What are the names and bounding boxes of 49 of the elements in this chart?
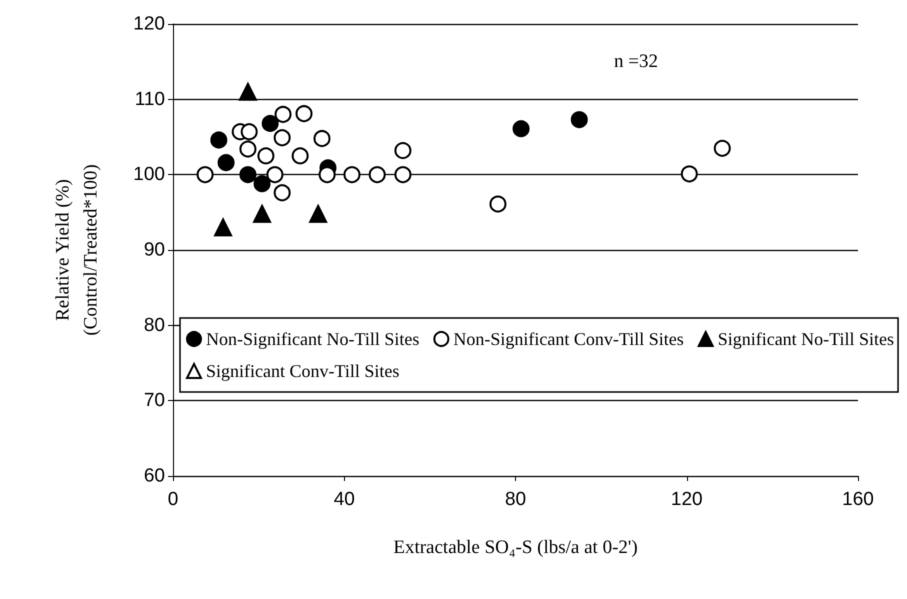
point — [239, 166, 256, 184]
point — [714, 140, 731, 157]
point — [318, 166, 336, 184]
y-tick-label: 60 — [144, 466, 165, 486]
y-tick-label: 80 — [144, 314, 165, 336]
point — [239, 140, 256, 158]
point — [489, 196, 506, 213]
point — [309, 204, 328, 223]
legend-label: Non-Significant Conv-Till Sites — [453, 329, 684, 349]
point — [196, 166, 214, 184]
legend-label: Significant Conv-Till Sites — [206, 361, 400, 381]
point — [368, 166, 386, 184]
point — [210, 132, 228, 149]
y-tick-label: 100 — [133, 164, 165, 186]
x-tick-label: 80 — [504, 489, 526, 510]
annotation: n =32 — [614, 51, 658, 72]
point — [240, 123, 258, 140]
legend-label: Non-Significant No-Till Sites — [206, 329, 420, 349]
point — [343, 166, 360, 184]
x-tick-label: 160 — [842, 489, 874, 510]
legend-label: Significant No-Till Sites — [718, 329, 894, 349]
point — [253, 204, 272, 223]
x-tick-label: 0 — [168, 489, 178, 510]
point — [314, 130, 330, 147]
point — [274, 184, 291, 202]
point — [274, 106, 292, 123]
x-tick-label: 40 — [334, 489, 355, 510]
point — [274, 129, 291, 146]
y-tick-label: 110 — [134, 88, 165, 110]
point — [257, 147, 274, 164]
point — [262, 114, 279, 132]
point — [254, 175, 271, 192]
point — [214, 218, 232, 236]
point — [394, 166, 412, 184]
y-tick-label: 70 — [144, 390, 165, 412]
x-axis-title: Extractable SO₄-S (lbs/a at 0-2') — [393, 537, 638, 558]
point — [266, 166, 284, 184]
point — [512, 120, 530, 138]
y-tick-label: 120 — [133, 14, 165, 34]
point — [296, 105, 313, 122]
point — [680, 165, 698, 182]
point — [570, 111, 588, 128]
point — [292, 147, 309, 164]
point — [218, 154, 235, 172]
y-axis-title: Relative Yield (%) (Control/Treated*100) — [52, 164, 102, 336]
y-tick-label: 90 — [144, 240, 165, 260]
point — [394, 142, 412, 160]
point — [238, 82, 257, 101]
x-tick-label: 120 — [670, 489, 703, 510]
